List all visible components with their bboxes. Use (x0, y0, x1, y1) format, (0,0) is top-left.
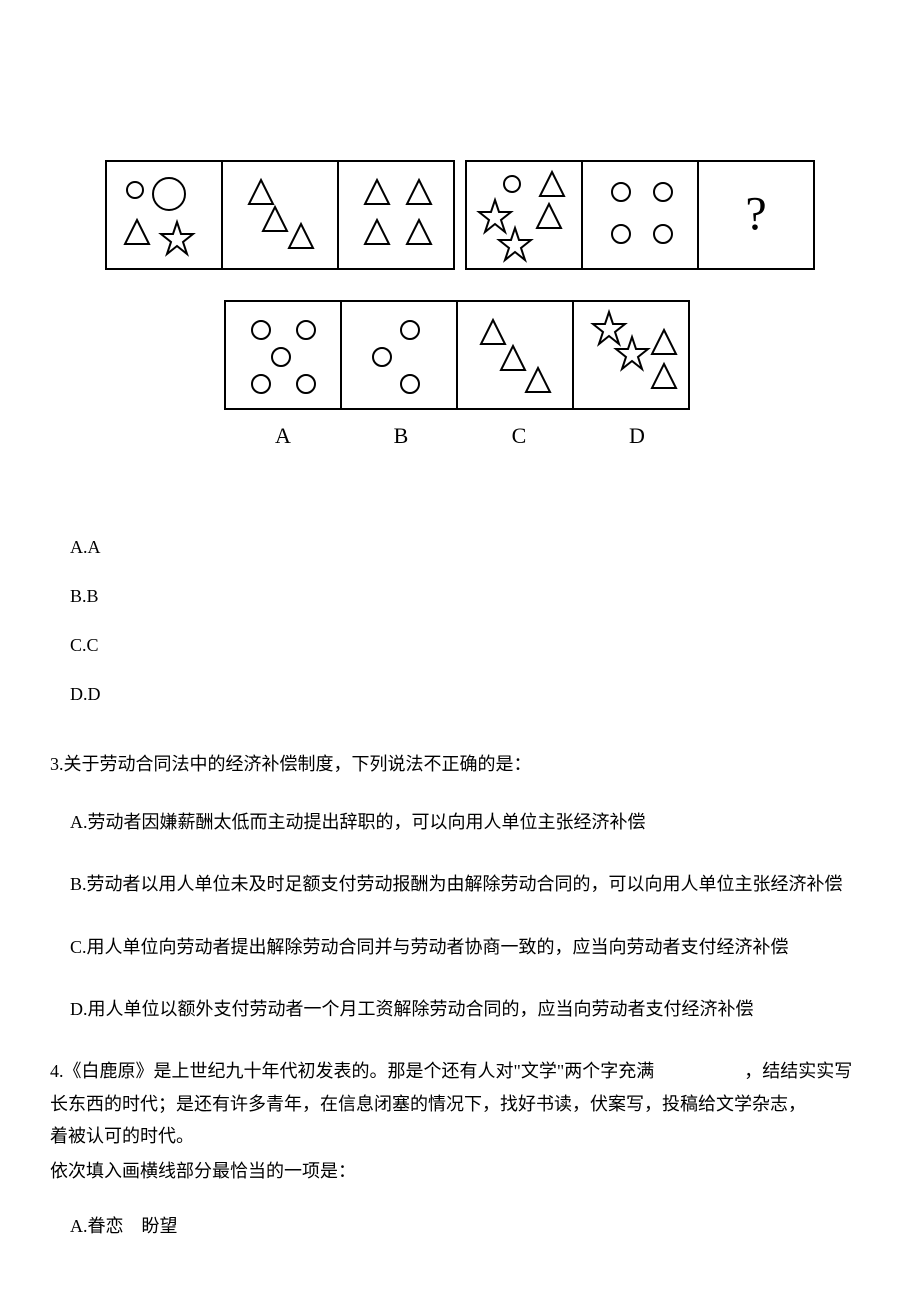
shapes-svg (574, 302, 692, 412)
shapes-svg (342, 302, 460, 412)
q4-text: 4.《白鹿原》是上世纪九十年代初发表的。那是个还有人对"文学"两个字充满 ，结结… (50, 1055, 870, 1152)
q3-text: 3.关于劳动合同法中的经济补偿制度，下列说法不正确的是： (50, 748, 870, 780)
option-c: C.C (70, 631, 870, 660)
q4-prompt: 依次填入画横线部分最恰当的一项是： (50, 1155, 870, 1187)
puzzle-cell-4 (465, 160, 583, 270)
answer-cell-c (456, 300, 574, 410)
simple-options: A.A B.B C.C D.D (70, 533, 870, 708)
shapes-svg (339, 162, 457, 272)
puzzle-answer-labels: A B C D (224, 418, 696, 453)
question-3: 3.关于劳动合同法中的经济补偿制度，下列说法不正确的是： A.劳动者因嫌薪酬太低… (50, 748, 870, 1025)
puzzle-top-row: ? (105, 160, 815, 270)
q3-option-a: A.劳动者因嫌薪酬太低而主动提出辞职的，可以向用人单位主张经济补偿 (70, 806, 870, 838)
answer-cell-a (224, 300, 342, 410)
question-mark: ? (745, 177, 766, 254)
shapes-svg (107, 162, 225, 272)
option-a: A.A (70, 533, 870, 562)
option-d: D.D (70, 680, 870, 709)
q4-option-a: A.眷恋 盼望 (70, 1212, 870, 1241)
puzzle-cell-2 (221, 160, 339, 270)
answer-cell-d (572, 300, 690, 410)
shapes-svg (226, 302, 344, 412)
puzzle-figure: ? (50, 160, 870, 453)
shapes-svg (467, 162, 585, 272)
puzzle-answers: A B C D (224, 300, 696, 453)
puzzle-cell-1 (105, 160, 223, 270)
puzzle-cell-5 (581, 160, 699, 270)
puzzle-answer-row (224, 300, 696, 410)
label-c: C (460, 418, 578, 453)
shapes-svg (583, 162, 701, 272)
q3-option-c: C.用人单位向劳动者提出解除劳动合同并与劳动者协商一致的，应当向劳动者支付经济补… (70, 931, 870, 963)
puzzle-cell-6: ? (697, 160, 815, 270)
option-b: B.B (70, 582, 870, 611)
q3-option-b: B.劳动者以用人单位未及时足额支付劳动报酬为由解除劳动合同的，可以向用人单位主张… (70, 868, 870, 900)
label-b: B (342, 418, 460, 453)
q3-option-d: D.用人单位以额外支付劳动者一个月工资解除劳动合同的，应当向劳动者支付经济补偿 (70, 993, 870, 1025)
answer-cell-b (340, 300, 458, 410)
shapes-svg (223, 162, 341, 272)
label-d: D (578, 418, 696, 453)
question-4: 4.《白鹿原》是上世纪九十年代初发表的。那是个还有人对"文学"两个字充满 ，结结… (50, 1055, 870, 1240)
puzzle-cell-3 (337, 160, 455, 270)
shapes-svg (458, 302, 576, 412)
label-a: A (224, 418, 342, 453)
